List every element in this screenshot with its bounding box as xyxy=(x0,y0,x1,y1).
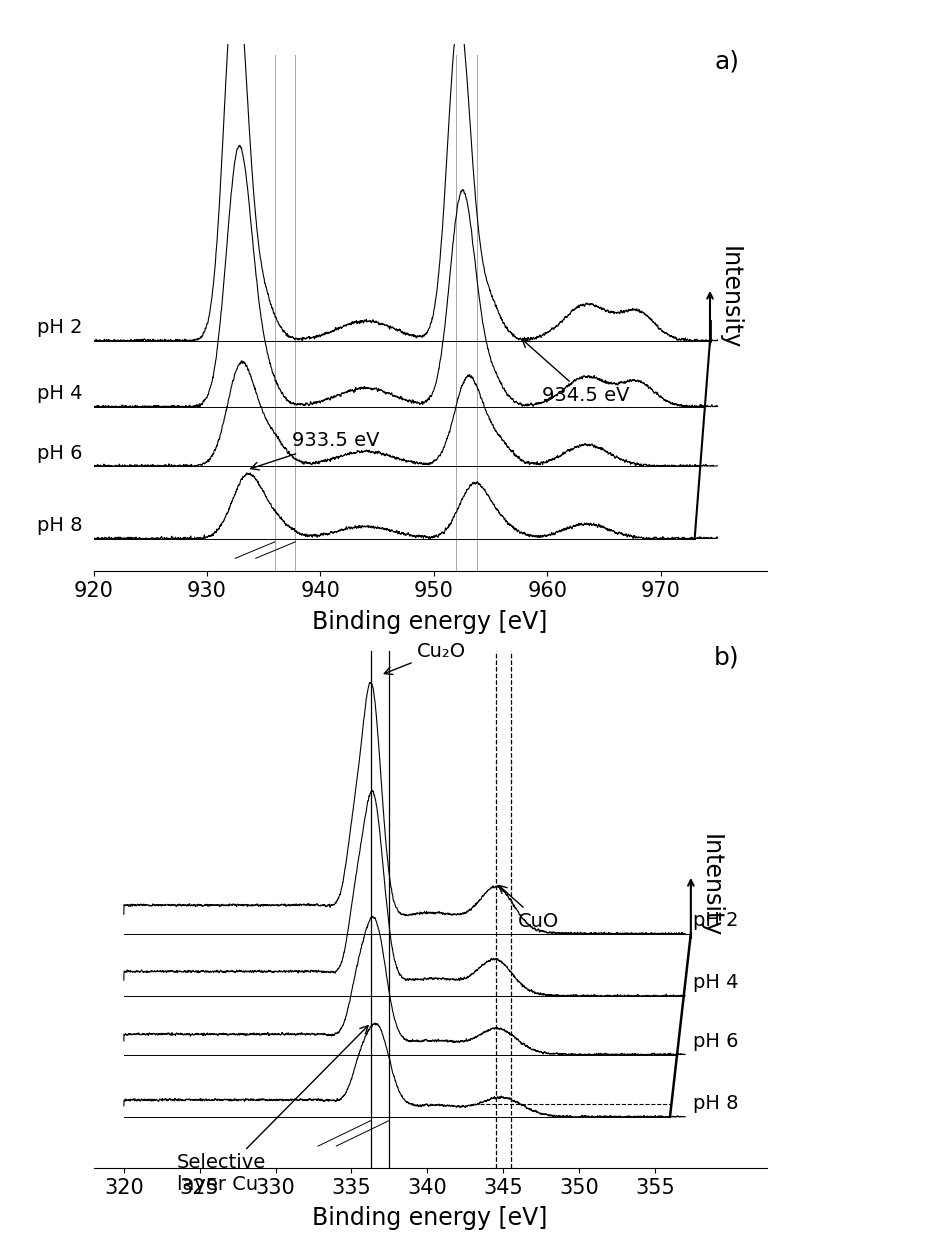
Text: 934.5 eV: 934.5 eV xyxy=(522,339,629,404)
Text: Intensity: Intensity xyxy=(698,834,723,938)
X-axis label: Binding energy [eV]: Binding energy [eV] xyxy=(312,1206,548,1230)
Text: pH 8: pH 8 xyxy=(693,1094,739,1113)
Text: pH 4: pH 4 xyxy=(36,384,82,403)
Text: pH 2: pH 2 xyxy=(693,911,739,929)
Text: pH 2: pH 2 xyxy=(36,318,82,338)
Text: pH 6: pH 6 xyxy=(36,443,82,462)
Text: pH 6: pH 6 xyxy=(693,1032,739,1051)
X-axis label: Binding energy [eV]: Binding energy [eV] xyxy=(312,609,548,633)
Text: b): b) xyxy=(714,646,740,669)
Text: Cu₂O: Cu₂O xyxy=(384,642,466,674)
Text: 933.5 eV: 933.5 eV xyxy=(251,431,380,470)
Text: pH 8: pH 8 xyxy=(36,516,82,535)
Text: Intensity: Intensity xyxy=(718,246,742,349)
Text: Selective
layer Cu: Selective layer Cu xyxy=(177,1026,368,1194)
Text: pH 4: pH 4 xyxy=(693,973,739,992)
Text: a): a) xyxy=(714,49,740,73)
Text: CuO: CuO xyxy=(498,885,559,931)
